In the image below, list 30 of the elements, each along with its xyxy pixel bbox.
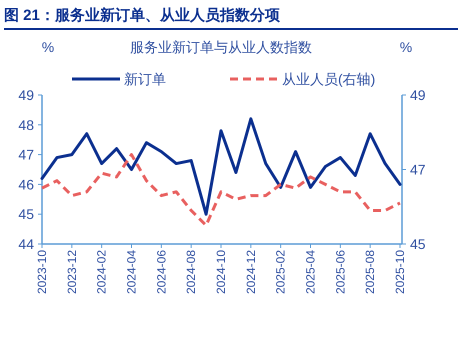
x-tick-label: 2024-08 (184, 250, 198, 294)
y2-tick-label: 49 (410, 87, 426, 103)
line-series (40, 153, 402, 227)
chart-subtitle: 服务业新订单与从业人数指数 (130, 39, 312, 55)
x-tick-label: 2025-08 (363, 250, 378, 294)
x-tick-label: 2025-02 (274, 250, 288, 294)
x-tick-label: 2025-06 (333, 250, 348, 294)
x-tick-label: 2025-10 (393, 250, 407, 294)
legend-label: 新订单 (124, 71, 166, 87)
y2-tick-label: 45 (410, 236, 426, 252)
x-tick-label: 2025-04 (304, 250, 318, 294)
x-tick-label: 2023-10 (35, 250, 49, 294)
x-tick-label: 2024-02 (94, 250, 109, 294)
y2-tick-label: 47 (410, 162, 426, 178)
y-tick-label: 48 (18, 116, 34, 133)
x-tick-label: 2024-06 (154, 250, 168, 294)
legend-label: 从业人员(右轴) (282, 71, 376, 87)
y-tick-label: 49 (18, 87, 34, 103)
chart-title: 图 21：服务业新订单、从业人员指数分项 (4, 6, 281, 24)
x-tick-label: 2024-04 (124, 250, 138, 294)
x-tick-label: 2024-12 (244, 250, 258, 294)
line-series (40, 117, 402, 216)
y-tick-label: 44 (18, 236, 34, 252)
y-tick-label: 45 (18, 206, 34, 222)
y2-axis-title: % (400, 39, 412, 55)
x-tick-label: 2023-12 (64, 250, 79, 294)
y-tick-label: 46 (18, 176, 34, 192)
y-axis-title: % (42, 39, 54, 55)
y-tick-label: 47 (18, 146, 34, 163)
x-tick-label: 2024-10 (214, 250, 228, 294)
